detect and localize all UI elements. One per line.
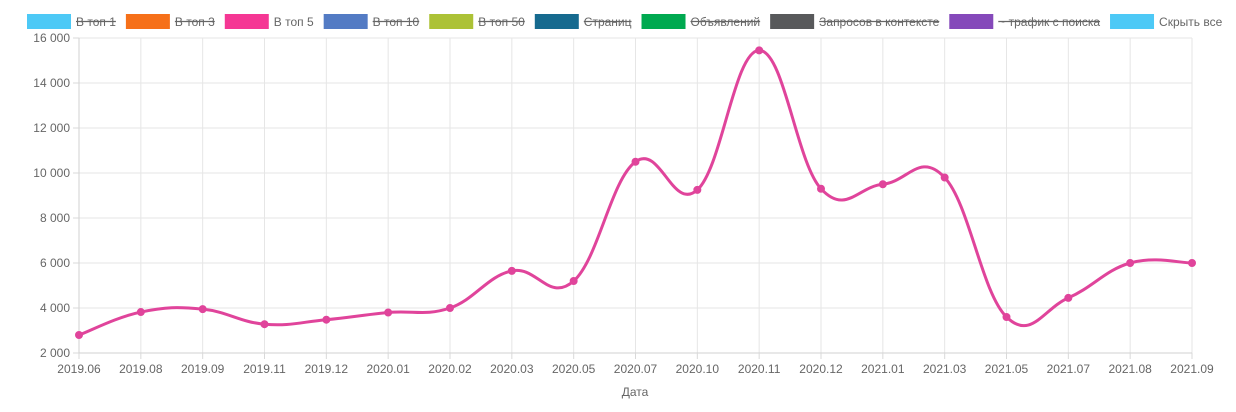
legend-item[interactable]: В топ 5 [224, 14, 314, 29]
data-point[interactable] [446, 304, 454, 312]
chart-series [75, 46, 1196, 339]
x-tick-label: 2021.03 [923, 362, 967, 376]
data-point[interactable] [507, 266, 516, 275]
x-tick-label: 2021.09 [1170, 362, 1214, 376]
legend-item[interactable]: Скрыть все [1110, 14, 1223, 29]
data-point[interactable] [878, 180, 887, 189]
x-tick-label: 2020.01 [366, 362, 410, 376]
legend-item[interactable]: Страниц [534, 14, 632, 29]
x-tick-label: 2019.11 [243, 362, 286, 376]
data-point[interactable] [260, 320, 269, 329]
legend-item[interactable]: В топ 3 [125, 14, 215, 29]
legend-swatch [323, 14, 368, 29]
x-tick-label: 2021.08 [1108, 362, 1152, 376]
legend-swatch [534, 14, 579, 29]
data-point[interactable] [693, 185, 702, 194]
legend-label: В топ 5 [274, 15, 314, 29]
x-tick-label: 2020.05 [552, 362, 596, 376]
data-point[interactable] [755, 46, 764, 55]
x-tick-label: 2020.11 [738, 362, 781, 376]
x-tick-label: 2021.01 [861, 362, 905, 376]
x-axis: 2019.06 2019.08 2019.09 2019.11 2019.12 2020.… [57, 353, 1214, 376]
legend-item[interactable]: В топ 1 [27, 14, 116, 29]
data-point[interactable] [1188, 259, 1196, 267]
x-tick-label: 2019.08 [119, 362, 163, 376]
chart-legend: В топ 1 В топ 3 В топ 5 В топ 10 В топ 50 Стр… [27, 14, 1223, 29]
legend-item[interactable]: Запросов в контексте [770, 14, 940, 29]
data-point[interactable] [75, 331, 83, 339]
data-point[interactable] [569, 277, 578, 285]
x-axis-title: Дата [622, 385, 649, 399]
legend-label: Скрыть все [1159, 15, 1223, 29]
x-tick-label: 2019.09 [181, 362, 225, 376]
x-tick-label: 2021.05 [985, 362, 1029, 376]
legend-item[interactable]: В топ 10 [323, 14, 420, 29]
legend-swatch [224, 14, 269, 29]
data-point[interactable] [631, 157, 640, 166]
data-point[interactable] [198, 305, 207, 314]
x-tick-label: 2019.12 [305, 362, 349, 376]
y-tick-label: 12 000 [33, 121, 70, 135]
series-line [78, 48, 1193, 337]
legend-item[interactable]: ~ трафик с поиска [949, 14, 1100, 29]
legend-swatch [27, 14, 71, 29]
data-point[interactable] [817, 184, 825, 193]
legend-swatch [429, 14, 474, 29]
legend-swatch [949, 14, 994, 29]
data-point[interactable] [322, 315, 331, 324]
legend-swatch [1110, 14, 1155, 29]
legend-swatch [770, 14, 815, 29]
x-tick-label: 2020.03 [490, 362, 534, 376]
y-tick-label: 2 000 [40, 346, 70, 360]
y-tick-label: 16 000 [33, 31, 70, 45]
data-point[interactable] [136, 308, 145, 317]
x-tick-label: 2021.07 [1047, 362, 1091, 376]
x-tick-label: 2020.10 [676, 362, 720, 376]
x-tick-label: 2020.02 [428, 362, 472, 376]
data-point[interactable] [1126, 259, 1135, 267]
y-tick-label: 6 000 [40, 256, 70, 270]
y-tick-label: 10 000 [33, 166, 70, 180]
legend-swatch [125, 14, 170, 29]
y-tick-label: 14 000 [33, 76, 70, 90]
data-point[interactable] [1064, 293, 1073, 302]
x-tick-label: 2020.07 [614, 362, 658, 376]
y-axis: 16 000 14 000 12 000 10 000 8 000 6 000 4 000 2… [33, 31, 79, 360]
data-point[interactable] [384, 308, 393, 317]
chart-grid [78, 37, 1193, 354]
legend-item[interactable]: В топ 50 [429, 14, 525, 29]
legend-item[interactable]: Объявлений [641, 14, 761, 29]
x-tick-label: 2019.06 [57, 362, 101, 376]
x-tick-label: 2020.12 [799, 362, 843, 376]
data-point[interactable] [1002, 313, 1011, 321]
data-point[interactable] [940, 173, 949, 182]
y-tick-label: 8 000 [40, 211, 70, 225]
legend-swatch [641, 14, 686, 29]
y-tick-label: 4 000 [40, 301, 70, 315]
